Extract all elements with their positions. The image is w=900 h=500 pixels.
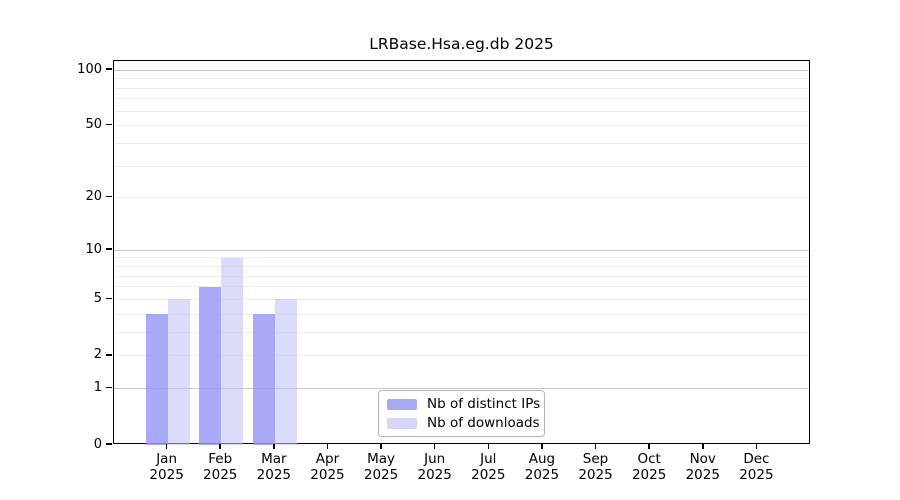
x-tick-label: Feb 2025 [180, 451, 260, 483]
x-tick-label: Jun 2025 [395, 451, 475, 483]
y-tick-mark [106, 123, 112, 126]
x-tick-mark [219, 444, 221, 449]
y-tick-label: 10 [85, 241, 102, 257]
x-tick-month: Dec [743, 451, 770, 467]
x-tick-year: 2025 [417, 467, 452, 483]
x-tick-label: Sep 2025 [556, 451, 636, 483]
gridline-minor [114, 298, 809, 300]
y-tick-label: 5 [93, 290, 102, 306]
x-tick-year: 2025 [685, 467, 720, 483]
plot-area [113, 60, 810, 445]
gridline-major [114, 388, 809, 390]
y-tick-mark [106, 195, 112, 198]
legend-item-distinct-ips: Nb of distinct IPs [387, 396, 540, 412]
x-tick-year: 2025 [631, 467, 667, 483]
x-tick-month: Mar [261, 451, 287, 467]
y-tick-mark [106, 443, 112, 445]
bar-distinct-ips-feb [199, 286, 222, 445]
gridline-minor [114, 165, 809, 167]
x-tick-year: 2025 [203, 467, 238, 483]
x-tick-label: Mar 2025 [234, 451, 314, 483]
gridline-minor [114, 275, 809, 277]
legend-swatch-distinct-ips [387, 398, 417, 410]
x-tick-year: 2025 [471, 467, 506, 483]
gridline-minor [114, 286, 809, 288]
gridline-minor [114, 197, 809, 199]
y-tick-mark [106, 248, 112, 250]
x-tick-year: 2025 [310, 467, 345, 483]
x-tick-mark [594, 444, 597, 449]
gridline-minor [114, 331, 809, 333]
y-tick-mark [106, 354, 112, 356]
gridline-major [114, 69, 809, 71]
y-tick-label: 20 [85, 189, 102, 205]
chart-title: LRBase.Hsa.eg.db 2025 [369, 35, 554, 53]
gridline-minor [114, 98, 809, 100]
x-tick-label: Jan 2025 [127, 451, 207, 483]
bar-distinct-ips-jan [145, 314, 168, 445]
x-tick-label: Oct 2025 [609, 451, 689, 483]
y-tick-label: 50 [85, 117, 102, 133]
x-tick-mark [433, 444, 436, 449]
gridline-minor [114, 257, 809, 259]
x-tick-year: 2025 [524, 467, 560, 483]
legend: Nb of distinct IPs Nb of downloads [378, 390, 545, 437]
gridline-major [114, 249, 809, 251]
gridline-minor [114, 313, 809, 315]
x-tick-year: 2025 [149, 467, 184, 483]
x-tick-month: May [367, 451, 396, 467]
x-tick-month: Feb [208, 451, 233, 467]
x-tick-mark [755, 444, 758, 449]
x-tick-month: Oct [637, 451, 661, 467]
y-tick-label: 2 [93, 347, 102, 363]
x-tick-year: 2025 [578, 467, 613, 483]
y-tick-mark [106, 386, 112, 389]
x-tick-label: Jul 2025 [448, 451, 528, 483]
x-tick-month: Jan [156, 451, 178, 467]
legend-swatch-downloads [387, 417, 417, 429]
x-tick-month: Jun [424, 451, 446, 467]
gridline-minor [114, 87, 809, 89]
x-tick-label: Nov 2025 [663, 451, 743, 483]
x-tick-mark [380, 444, 382, 449]
x-tick-label: Aug 2025 [502, 451, 582, 483]
x-tick-year: 2025 [363, 467, 399, 483]
x-tick-month: Sep [582, 451, 609, 467]
bar-distinct-ips-mar [252, 314, 275, 445]
x-tick-month: Nov [689, 451, 716, 467]
x-tick-month: Aug [528, 451, 556, 467]
x-tick-year: 2025 [739, 467, 774, 483]
x-tick-label: Apr 2025 [287, 451, 367, 483]
y-tick-mark [106, 68, 112, 70]
gridline-minor [114, 355, 809, 357]
y-tick-label: 0 [93, 436, 102, 452]
gridline-minor [114, 125, 809, 127]
x-tick-mark [273, 444, 275, 449]
gridline-minor [114, 78, 809, 80]
x-tick-mark [165, 444, 168, 449]
x-tick-label: May 2025 [341, 451, 421, 483]
legend-label-distinct-ips: Nb of distinct IPs [427, 396, 541, 412]
x-tick-label: Dec 2025 [716, 451, 796, 483]
bar-downloads-mar [274, 299, 297, 445]
x-tick-year: 2025 [256, 467, 292, 483]
gridline-minor [114, 110, 809, 112]
gridline-minor [114, 142, 809, 144]
x-tick-mark [326, 444, 329, 449]
x-tick-month: Jul [480, 451, 497, 467]
bar-downloads-feb [221, 257, 244, 445]
x-tick-mark [702, 444, 704, 449]
x-tick-mark [541, 444, 543, 449]
x-tick-mark [648, 444, 650, 449]
y-tick-label: 100 [77, 61, 102, 77]
legend-label-downloads: Nb of downloads [427, 415, 540, 431]
x-tick-month: Apr [315, 451, 340, 467]
x-tick-mark [487, 444, 490, 449]
y-tick-label: 1 [93, 380, 102, 396]
y-tick-mark [106, 297, 112, 300]
bar-downloads-jan [167, 299, 190, 445]
legend-item-downloads: Nb of downloads [387, 415, 540, 431]
gridline-minor [114, 266, 809, 268]
